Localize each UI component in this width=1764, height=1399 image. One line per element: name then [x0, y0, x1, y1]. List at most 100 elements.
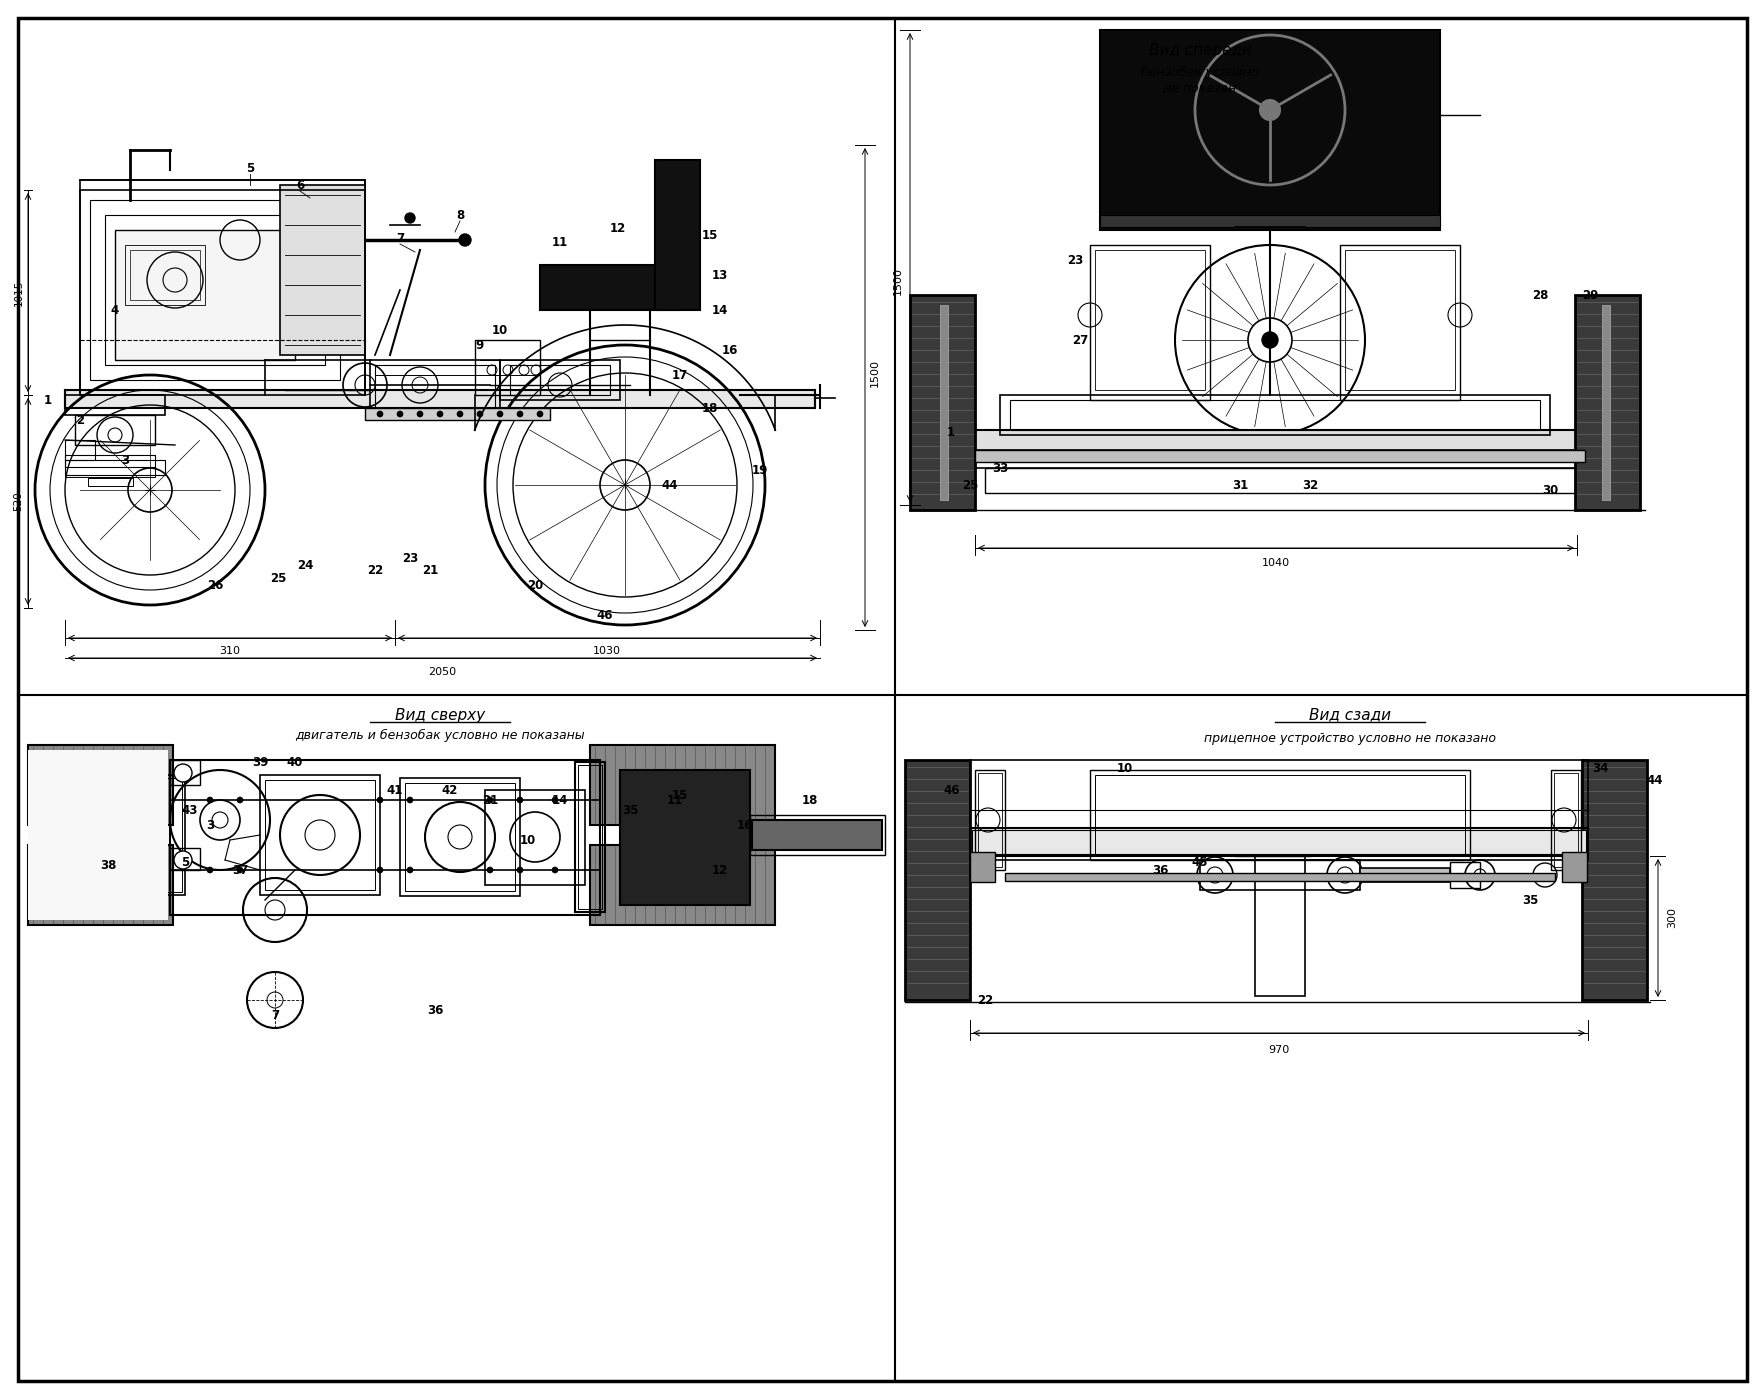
Text: 21: 21 [482, 793, 497, 806]
Bar [1009, 400, 1540, 429]
Text: 11: 11 [667, 793, 683, 806]
Text: 22: 22 [367, 564, 383, 576]
Text: 40: 40 [288, 755, 303, 768]
Bar [575, 762, 605, 912]
Circle shape [236, 797, 243, 803]
Bar [1094, 250, 1205, 390]
Text: 10: 10 [520, 834, 536, 846]
Bar [65, 460, 164, 476]
Circle shape [497, 411, 503, 417]
Circle shape [517, 867, 522, 873]
Text: 30: 30 [1542, 484, 1558, 497]
Text: 970: 970 [1268, 1045, 1289, 1055]
Text: 38: 38 [101, 859, 116, 872]
Bar [1561, 852, 1586, 881]
Text: 17: 17 [672, 368, 688, 382]
Bar [28, 750, 168, 921]
Bar [1552, 774, 1577, 867]
Text: 1: 1 [44, 393, 51, 407]
Text: 42: 42 [441, 783, 459, 796]
Circle shape [459, 234, 471, 246]
Bar [972, 830, 1586, 853]
Bar [1090, 769, 1469, 860]
Bar [1602, 305, 1609, 499]
Circle shape [236, 867, 243, 873]
Circle shape [377, 411, 383, 417]
Bar [65, 467, 155, 477]
Circle shape [437, 411, 443, 417]
Text: 310: 310 [219, 646, 240, 656]
Bar [1004, 873, 1554, 881]
Bar [510, 365, 610, 395]
Text: 5: 5 [245, 161, 254, 175]
Bar [65, 441, 95, 460]
Text: 46: 46 [596, 609, 612, 621]
Bar [1360, 867, 1450, 881]
Bar [1254, 856, 1304, 996]
Text: 7: 7 [395, 231, 404, 245]
Text: 1015: 1015 [14, 280, 23, 306]
Bar [159, 778, 182, 893]
Text: 20: 20 [527, 579, 543, 592]
Text: 300: 300 [1665, 907, 1676, 928]
Text: 4: 4 [111, 304, 118, 316]
Text: 44: 44 [1646, 774, 1662, 786]
Text: 12: 12 [610, 221, 626, 235]
Text: 16: 16 [736, 818, 753, 831]
Text: 520: 520 [14, 491, 23, 512]
Text: 3: 3 [122, 453, 129, 466]
Text: 15: 15 [672, 789, 688, 802]
Text: 15: 15 [702, 228, 718, 242]
Bar [1094, 775, 1464, 855]
Text: 31: 31 [1231, 478, 1247, 491]
Text: 1: 1 [947, 425, 954, 438]
Bar [1339, 245, 1459, 400]
Text: 21: 21 [422, 564, 437, 576]
Bar [404, 783, 515, 891]
Text: 18: 18 [801, 793, 818, 806]
Text: 6: 6 [296, 179, 303, 192]
Circle shape [175, 764, 192, 782]
Bar [259, 775, 379, 895]
Circle shape [552, 797, 557, 803]
Text: 1500: 1500 [893, 267, 903, 295]
Bar [28, 845, 173, 925]
Text: 14: 14 [711, 304, 729, 316]
Circle shape [1261, 332, 1277, 348]
Text: 19: 19 [751, 463, 767, 477]
Bar [1099, 29, 1439, 229]
Text: 35: 35 [1521, 894, 1536, 907]
Bar [280, 185, 365, 355]
Text: 32: 32 [1302, 478, 1318, 491]
Bar [155, 775, 185, 895]
Text: 7: 7 [272, 1009, 279, 1021]
Text: 23: 23 [1065, 253, 1083, 266]
Bar [1000, 395, 1549, 435]
Bar [400, 778, 520, 895]
Bar [984, 469, 1573, 492]
Bar [370, 360, 499, 416]
Text: Вид сзади: Вид сзади [1309, 708, 1390, 722]
Circle shape [476, 411, 483, 417]
Text: 1500: 1500 [870, 360, 880, 388]
Text: 35: 35 [621, 803, 639, 817]
Bar [169, 760, 199, 785]
Text: 36: 36 [427, 1003, 443, 1017]
Bar [65, 455, 155, 467]
Text: 1040: 1040 [1261, 558, 1289, 568]
Bar [1551, 769, 1581, 870]
Text: двигатель и бензобак условно не показаны: двигатель и бензобак условно не показаны [295, 729, 584, 741]
Circle shape [1247, 318, 1291, 362]
Text: 11: 11 [552, 235, 568, 249]
Text: 25: 25 [961, 478, 977, 491]
Text: 46: 46 [944, 783, 960, 796]
Bar [169, 848, 199, 870]
Circle shape [407, 867, 413, 873]
Text: 25: 25 [270, 572, 286, 585]
Text: 2050: 2050 [427, 667, 455, 677]
Circle shape [349, 234, 362, 246]
Text: 36: 36 [1152, 863, 1168, 877]
Text: 39: 39 [252, 755, 268, 768]
Circle shape [457, 411, 462, 417]
Bar [1581, 760, 1646, 1000]
